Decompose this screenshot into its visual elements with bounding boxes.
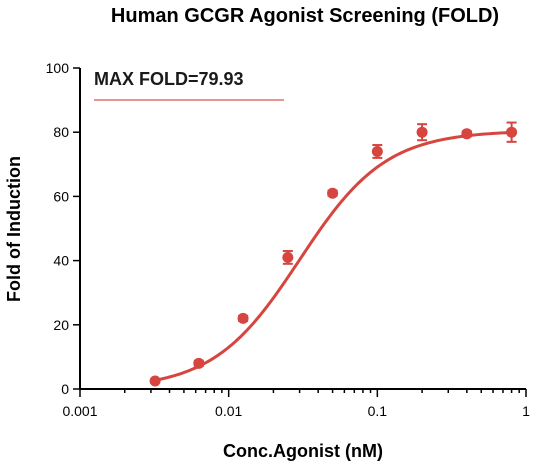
data-point xyxy=(193,357,205,369)
point-marker xyxy=(149,375,161,387)
x-tick-label: 0.1 xyxy=(368,403,388,419)
fit-curve xyxy=(154,130,512,382)
x-axis-label: Conc.Agonist (nM) xyxy=(223,441,383,461)
data-point xyxy=(416,123,428,142)
data-point xyxy=(149,375,161,387)
y-tick-label: 0 xyxy=(61,381,69,397)
data-point xyxy=(506,121,518,143)
point-marker xyxy=(416,126,428,138)
x-tick-label: 1 xyxy=(522,403,530,419)
data-point xyxy=(327,187,339,199)
y-tick-label: 60 xyxy=(53,188,69,204)
point-marker xyxy=(371,145,383,157)
x-axis-ticks: 0.001 0.01 0.1 1 xyxy=(62,389,530,419)
data-point xyxy=(282,249,294,265)
y-tick-label: 40 xyxy=(53,253,69,269)
data-point xyxy=(237,312,249,324)
point-marker xyxy=(506,126,518,138)
point-marker xyxy=(282,251,294,263)
data-point xyxy=(461,128,473,140)
point-marker xyxy=(237,312,249,324)
y-axis-label: Fold of Induction xyxy=(4,156,24,302)
point-marker xyxy=(193,357,205,369)
y-tick-label: 100 xyxy=(46,60,70,76)
max-fold-annotation: MAX FOLD=79.93 xyxy=(94,69,244,89)
y-tick-label: 20 xyxy=(53,317,69,333)
x-tick-label: 0.001 xyxy=(62,403,97,419)
x-tick-label: 0.01 xyxy=(215,403,242,419)
data-points xyxy=(149,121,518,387)
y-axis-ticks: 0 20 40 60 80 100 xyxy=(46,60,80,397)
y-tick-label: 80 xyxy=(53,124,69,140)
data-point xyxy=(371,144,383,159)
chart-title: Human GCGR Agonist Screening (FOLD) xyxy=(111,5,499,27)
point-marker xyxy=(327,187,339,199)
point-marker xyxy=(461,128,473,140)
